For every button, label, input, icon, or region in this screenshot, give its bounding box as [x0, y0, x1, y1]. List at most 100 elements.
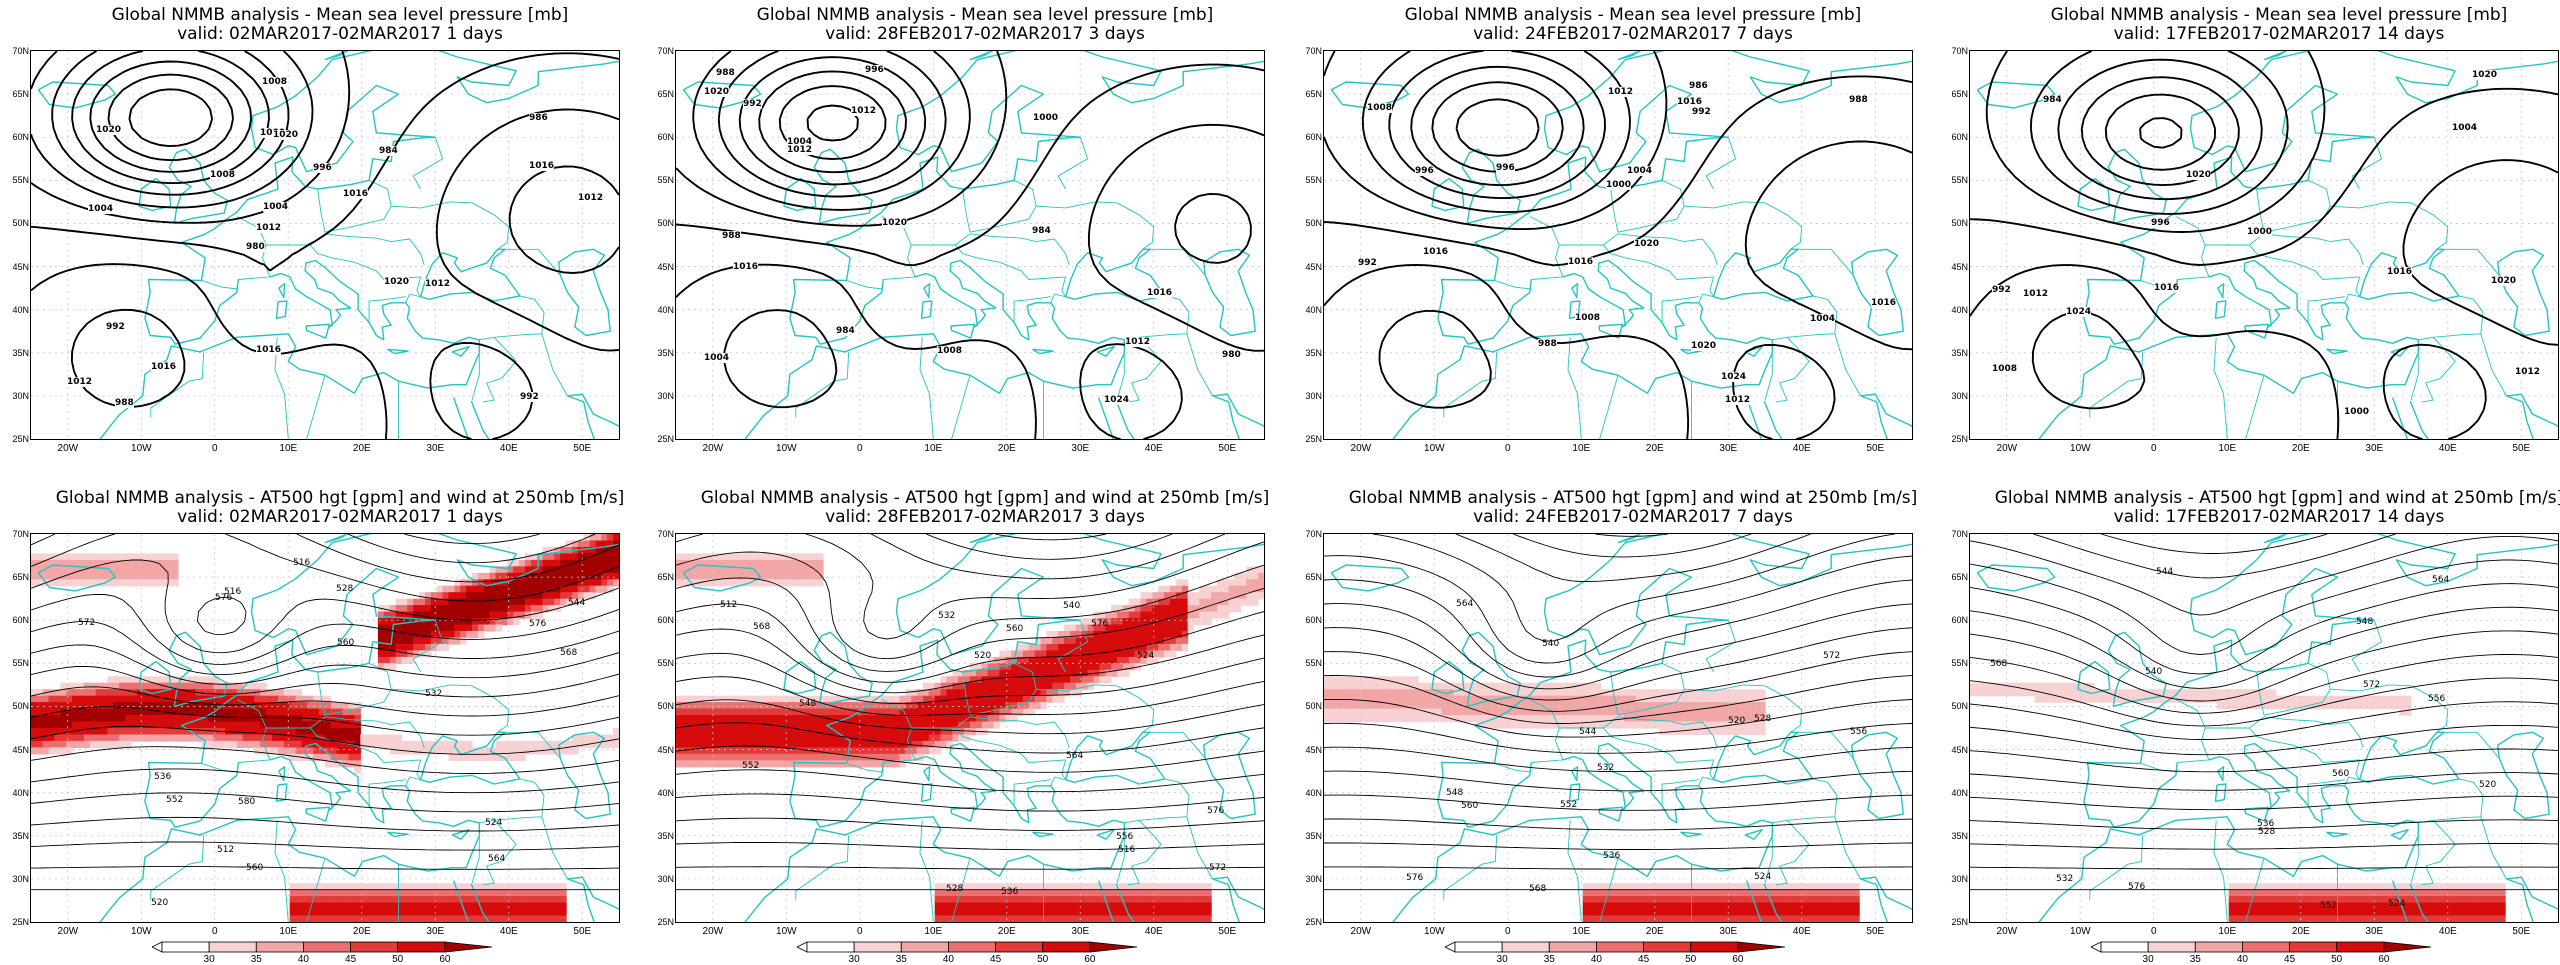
- height-contours: [676, 534, 1264, 891]
- lon-tick-label: 30E: [1071, 926, 1090, 937]
- contour-label: 980: [246, 242, 265, 252]
- contour-label: 988: [716, 68, 735, 78]
- panel-valid-period: valid: 28FEB2017-02MAR2017 3 days: [825, 507, 1145, 527]
- lat-tick-label: 55N: [1305, 175, 1322, 186]
- contour-label: 1012: [1125, 337, 1151, 347]
- contour-label: 1012: [67, 377, 93, 387]
- contour-label: 984: [379, 146, 398, 156]
- contour-label: 540: [1542, 639, 1560, 649]
- map-panel: Global NMMB analysis - AT500 hgt [gpm] a…: [1305, 483, 1943, 965]
- contour-label: 532: [938, 611, 956, 621]
- contour-label: 1024: [1721, 372, 1747, 382]
- contour-label: 528: [1754, 714, 1772, 724]
- contour-label: 1016: [151, 362, 177, 372]
- contour-label: 1000: [1033, 113, 1059, 123]
- contour-label: 520: [974, 651, 992, 661]
- lat-tick-label: 70N: [657, 46, 674, 56]
- wind-speed-colorbar: [152, 941, 493, 953]
- contour-label: 1020: [2491, 276, 2517, 286]
- lon-tick-label: 0: [2151, 443, 2157, 454]
- lon-tick-label: 20E: [1645, 443, 1664, 454]
- map-frame: 520 516 512 524 528 532 536 540 548 552 556 560 564 5…: [657, 529, 1265, 937]
- coastlines: [37, 51, 619, 439]
- contour-label: 992: [743, 99, 762, 109]
- lon-tick-label: 10E: [2218, 926, 2237, 937]
- panel-title: Global NMMB analysis - AT500 hgt [gpm] a…: [1994, 488, 2560, 508]
- lon-tick-label: 10E: [924, 443, 943, 454]
- panel-title: Global NMMB analysis - AT500 hgt [gpm] a…: [700, 488, 1270, 508]
- map-frame: 992 1004 986 980 984 988 1000 996 992 1008 1012 101…: [12, 46, 620, 454]
- contour-label: 1008: [210, 170, 236, 180]
- lat-tick-label: 25N: [1951, 434, 1968, 444]
- contour-label: 576: [215, 593, 233, 603]
- contour-label: 1012: [1725, 395, 1751, 405]
- lat-tick-label: 60N: [1305, 615, 1322, 626]
- lat-tick-label: 45N: [1951, 744, 1968, 755]
- map-frame: 992 988 984 1004 1000 988 984 980 996 1004 1008 101…: [657, 46, 1265, 454]
- contour-label: 992: [1692, 107, 1711, 117]
- contour-label: 568: [1529, 884, 1547, 894]
- lat-tick-label: 30N: [12, 873, 29, 884]
- lat-tick-label: 35N: [657, 347, 674, 358]
- panel-title: Global NMMB analysis - Mean sea level pr…: [1404, 5, 1862, 25]
- contour-label: 988: [115, 398, 134, 408]
- panel-title: Global NMMB analysis - AT500 hgt [gpm] a…: [1348, 488, 1918, 508]
- lat-tick-label: 25N: [657, 917, 674, 927]
- contour-label: 1016: [343, 189, 369, 199]
- lat-tick-label: 35N: [1951, 347, 1968, 358]
- contour-label: 1016: [2154, 283, 2180, 293]
- lat-tick-label: 35N: [12, 347, 29, 358]
- lon-tick-label: 20W: [1996, 926, 2018, 937]
- contour-label: 560: [246, 863, 264, 873]
- lon-tick-label: 50E: [573, 443, 592, 454]
- height-contours: [31, 534, 619, 891]
- lat-tick-label: 65N: [12, 89, 29, 100]
- country-borders: [2089, 620, 2507, 922]
- map-frame: 520 524 528 532 536 540 544 548 552 556 560 564 568 5…: [1951, 529, 2559, 937]
- contour-label: 564: [2432, 575, 2450, 585]
- lat-tick-label: 45N: [1951, 261, 1968, 272]
- lat-tick-label: 35N: [12, 830, 29, 841]
- lat-tick-label: 30N: [12, 390, 29, 401]
- contour-label: 572: [1209, 863, 1227, 873]
- contour-label: 520: [151, 898, 169, 908]
- contour-label: 532: [2056, 874, 2074, 884]
- lat-tick-label: 35N: [657, 830, 674, 841]
- lon-tick-label: 20W: [57, 926, 79, 937]
- colorbar-bin: [1501, 941, 1550, 953]
- contour-label: 1020: [2186, 170, 2212, 180]
- contour-label: 1000: [2247, 227, 2273, 237]
- wind-speed-shading: [676, 553, 1264, 922]
- lat-tick-label: 65N: [657, 572, 674, 583]
- lat-tick-label: 55N: [1305, 658, 1322, 669]
- panel-valid-period: valid: 24FEB2017-02MAR2017 7 days: [1473, 24, 1793, 44]
- contour-label: 572: [78, 618, 96, 628]
- contour-label: 524: [485, 818, 503, 828]
- contour-label: 1012: [1608, 87, 1634, 97]
- lat-tick-label: 40N: [657, 304, 674, 315]
- colorbar-bin: [397, 941, 446, 953]
- contour-label: 986: [529, 113, 548, 123]
- lon-tick-label: 50E: [2512, 443, 2531, 454]
- pressure-map: [1324, 51, 1912, 439]
- panel-title: Global NMMB analysis - AT500 hgt [gpm] a…: [55, 488, 625, 508]
- graticule: [1970, 534, 2558, 922]
- contour-label: 520: [1728, 716, 1746, 726]
- contour-label: 996: [865, 65, 884, 75]
- lat-tick-label: 55N: [657, 175, 674, 186]
- contour-label: 996: [1415, 166, 1434, 176]
- lon-tick-label: 50E: [2512, 926, 2531, 937]
- pressure-map: [676, 51, 1264, 439]
- height-wind-map: [676, 534, 1264, 922]
- contour-label: 532: [425, 689, 443, 699]
- contour-label: 984: [2043, 95, 2062, 105]
- lon-tick-label: 30E: [1071, 443, 1090, 454]
- colorbar-bin: [161, 941, 210, 953]
- panel-valid-period: valid: 24FEB2017-02MAR2017 7 days: [1473, 507, 1793, 527]
- contour-label: 516: [293, 558, 311, 568]
- lon-tick-label: 20W: [1350, 926, 1372, 937]
- contour-label: 1024: [2066, 307, 2092, 317]
- contour-label: 512: [720, 600, 738, 610]
- contour-label: 1000: [260, 128, 286, 138]
- panel-valid-period: valid: 02MAR2017-02MAR2017 1 days: [177, 24, 503, 44]
